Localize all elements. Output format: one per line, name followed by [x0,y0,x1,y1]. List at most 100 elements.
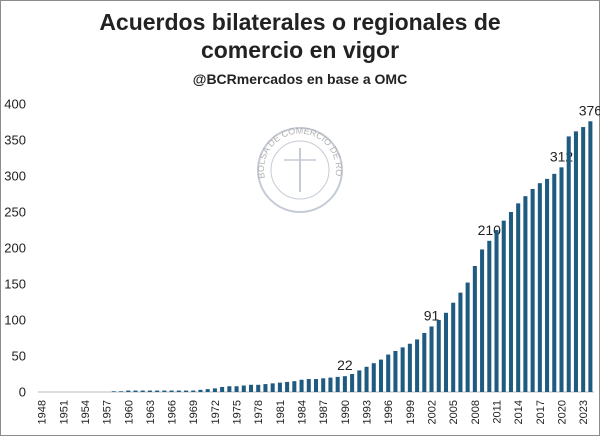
x-tick-label: 1948 [37,400,49,424]
bar [530,188,535,392]
bar [566,136,571,392]
x-tick-label: 1957 [102,400,114,424]
x-tick-label: 2017 [535,400,547,424]
bar [248,384,254,392]
bar [169,390,174,392]
bar [487,240,492,392]
bar [234,386,239,392]
bar [227,386,232,392]
bar [220,386,225,392]
bar [378,359,384,392]
bar [552,173,557,392]
bar [429,326,434,392]
bar [400,347,405,392]
bar [357,370,362,392]
bar [184,390,189,392]
bar [111,391,116,392]
bar [443,312,448,392]
bar [212,388,217,392]
bar [328,377,333,392]
bar [277,382,282,392]
bar [458,292,463,392]
y-tick-label: 250 [4,205,26,220]
x-tick-label: 2023 [578,400,590,424]
y-tick-label: 200 [4,241,26,256]
bar [176,390,181,392]
x-tick-label: 1963 [145,400,157,424]
y-tick-label: 400 [4,97,26,112]
x-tick-label: 1987 [318,400,330,424]
bar [393,350,398,392]
bar [516,203,521,392]
y-tick-label: 50 [12,349,26,364]
bar [364,366,369,392]
bar [263,384,268,392]
bar [133,390,138,392]
y-tick-label: 0 [19,385,26,400]
logo-ring [257,127,343,213]
bar [422,332,427,392]
x-tick-label: 1975 [232,400,244,424]
bar [147,390,152,392]
bar [559,167,564,392]
bar [581,127,586,392]
x-tick-label: 1969 [188,400,200,424]
bar [573,131,578,393]
bar [299,379,304,392]
x-tick-label: 2020 [557,400,569,424]
x-tick-label: 1993 [362,400,374,424]
bar [191,390,196,392]
bar [508,212,513,392]
x-tick-label: 1951 [58,400,70,424]
bar [415,339,420,392]
bar [126,390,131,392]
x-tick-label: 1981 [275,400,287,424]
bar [313,379,319,392]
x-tick-label: 1978 [253,400,265,424]
bar [436,320,441,392]
bar [545,178,550,392]
x-tick-label: 1972 [210,400,222,424]
bar [588,121,593,392]
bar [292,381,297,392]
data-label: 376 [579,102,600,118]
logo-inner-ring [270,140,330,200]
x-tick-label: 2005 [448,400,460,424]
x-tick-label: 2002 [427,400,439,424]
x-tick-label: 1966 [167,400,179,424]
bar [480,249,485,392]
x-tick-label: 2014 [513,400,525,424]
y-tick-label: 100 [4,313,26,328]
y-tick-label: 350 [4,133,26,148]
data-label: 22 [337,357,353,373]
chart-title: Acuerdos bilaterales o regionales de [99,9,500,35]
bar [501,220,506,392]
bar [321,378,326,392]
bar [285,381,290,392]
bar [198,389,203,392]
x-tick-label: 2008 [470,400,482,424]
bar [306,379,311,392]
bar [465,282,470,392]
bar [494,230,499,392]
bar [537,183,542,392]
bar [407,343,412,392]
bar [256,384,261,392]
bar [342,376,347,392]
bar [523,196,528,392]
bar [119,391,124,392]
x-tick-label: 1954 [80,400,92,424]
y-tick-label: 150 [4,277,26,292]
bar [140,390,145,392]
bar [155,390,160,392]
bar [335,376,340,392]
bar [205,389,210,392]
x-tick-label: 1960 [123,400,135,424]
chart-title: comercio en vigor [201,37,399,63]
bar [371,363,376,392]
bar [162,390,167,392]
bar [270,383,275,392]
x-tick-label: 1984 [297,400,309,424]
